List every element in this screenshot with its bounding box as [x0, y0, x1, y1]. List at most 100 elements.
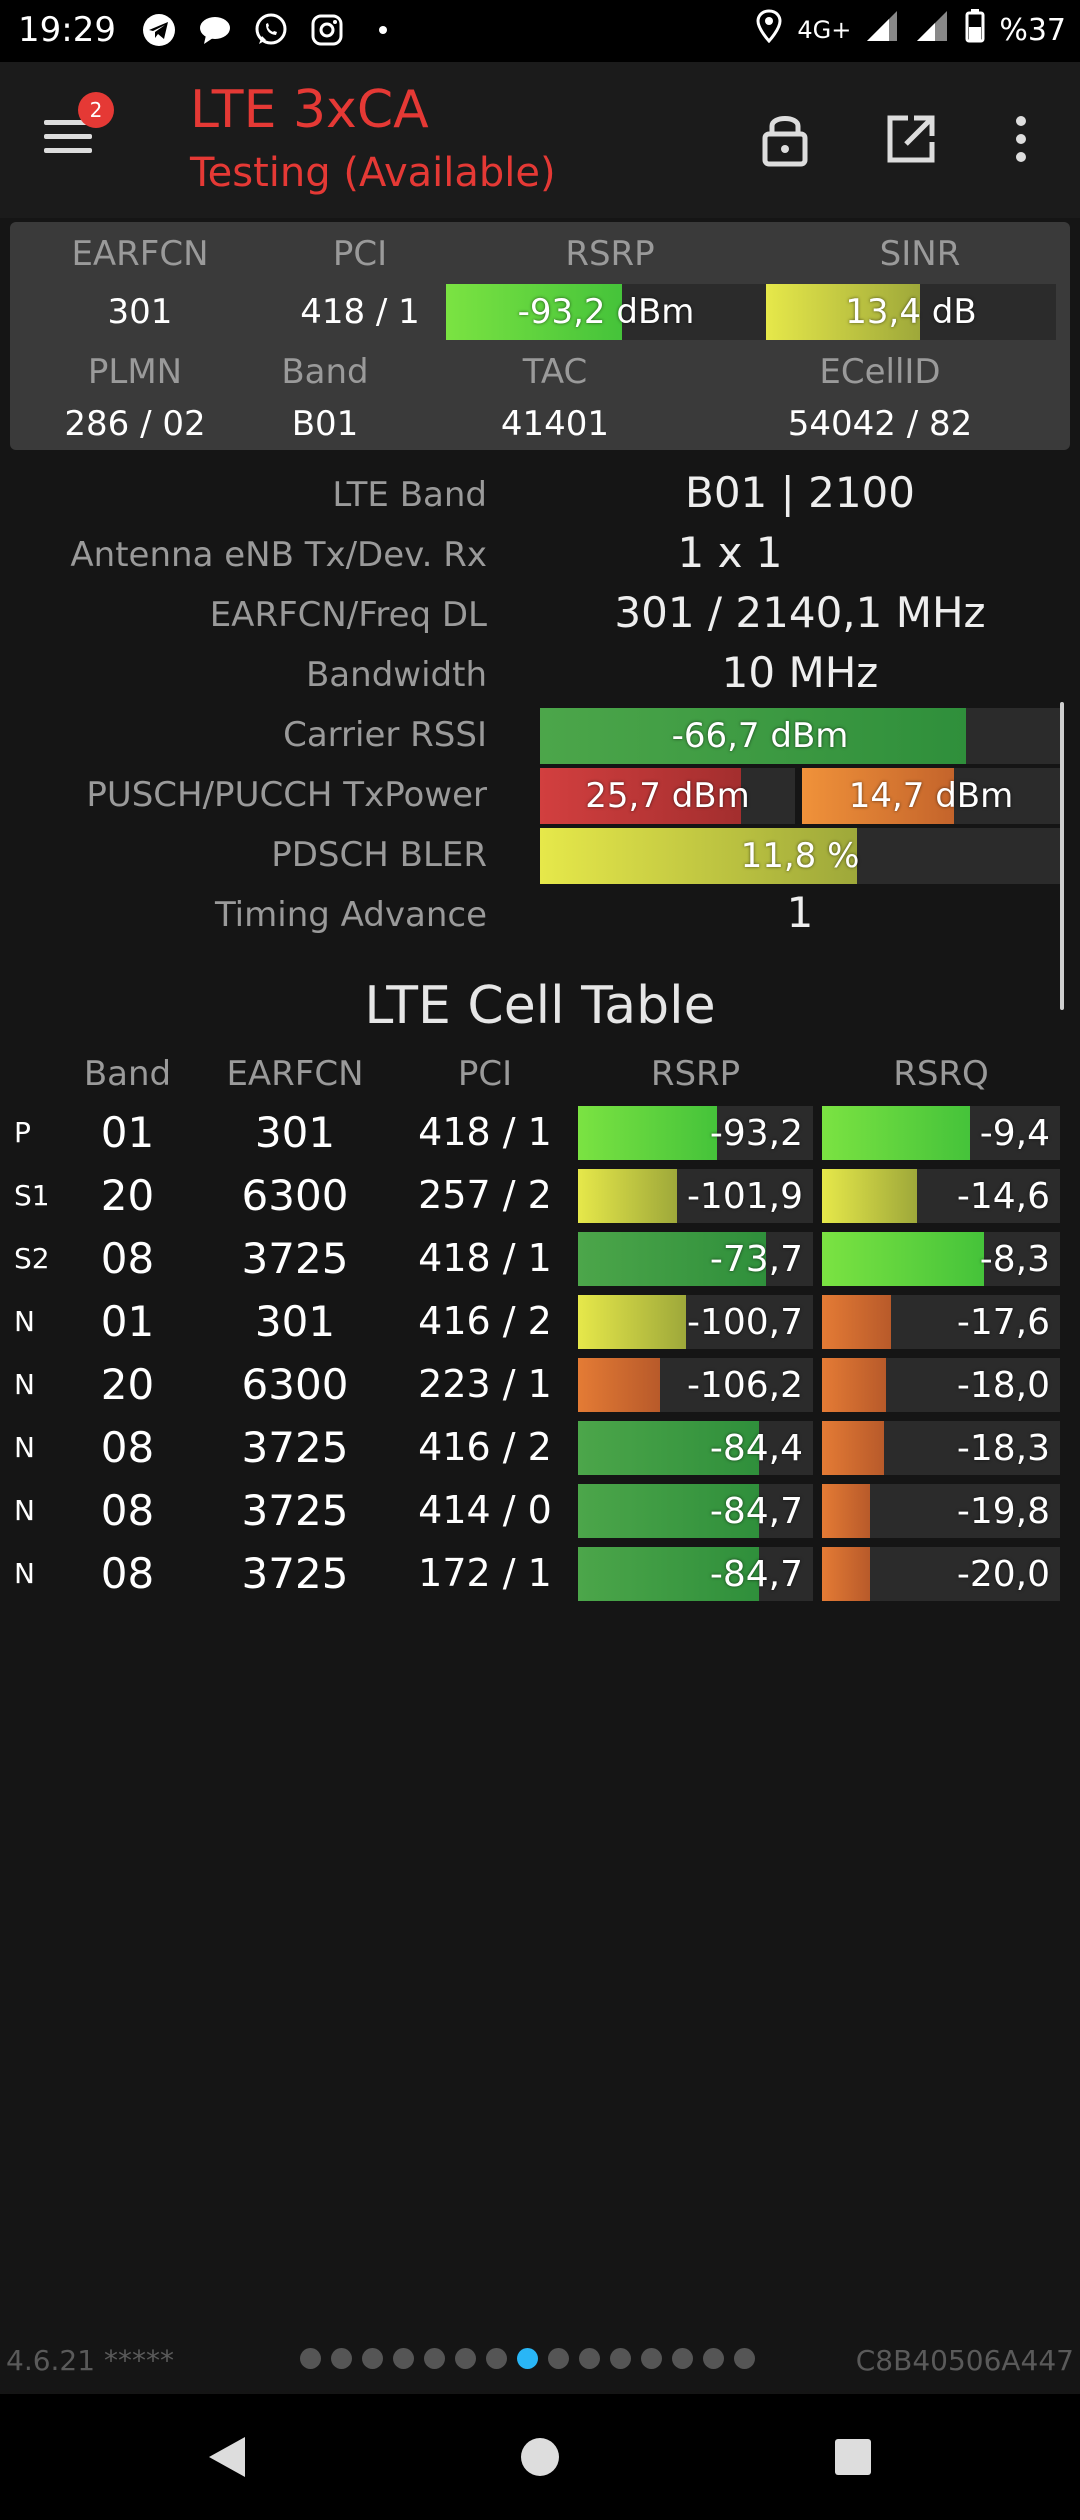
status-time: 19:29	[18, 10, 116, 50]
cell-band: 01	[100, 1107, 155, 1157]
version-label: 4.6.21 *****	[6, 2344, 174, 2377]
page-dot[interactable]	[424, 2348, 445, 2369]
menu-button[interactable]	[40, 112, 96, 168]
cell-rsrp-meter: -93,2	[578, 1106, 813, 1160]
table-row: N 08 3725 172 / 1 -84,7 -20,0	[0, 1543, 1080, 1603]
carrier-rssi-label: Carrier RSSI	[283, 715, 487, 755]
cell-rsrp-meter: -84,7	[578, 1484, 813, 1538]
lte-band-label: LTE Band	[332, 475, 487, 515]
cell-band: 08	[100, 1422, 155, 1472]
recents-icon	[835, 2439, 871, 2475]
lock-icon	[762, 116, 808, 167]
page-dot[interactable]	[672, 2348, 693, 2369]
pusch-meter: 25,7 dBm	[540, 768, 795, 824]
tac-label: TAC	[522, 352, 588, 392]
cell-earfcn: 301	[254, 1107, 336, 1157]
cell-rsrq-fill	[822, 1232, 984, 1286]
cell-rsrp-meter: -100,7	[578, 1295, 813, 1349]
navigation-bar	[0, 2394, 1080, 2520]
page-dot[interactable]	[610, 2348, 631, 2369]
pusch-value: 25,7 dBm	[585, 776, 750, 816]
cell-rsrp-value: -84,7	[709, 1490, 803, 1532]
recents-button[interactable]	[820, 2424, 886, 2490]
cell-rsrq-meter: -19,8	[822, 1484, 1060, 1538]
system-status: 4G+ %37	[755, 8, 1066, 52]
scroll-indicator[interactable]	[1060, 702, 1064, 1010]
earfcn-freq-label: EARFCN/Freq DL	[209, 595, 487, 635]
page-dot-active[interactable]	[517, 2348, 538, 2369]
cell-pci: 223 / 1	[418, 1362, 552, 1406]
sinr-value: 13,4 dB	[845, 292, 977, 332]
ecellid-label: ECellID	[819, 352, 941, 392]
page-dot[interactable]	[734, 2348, 755, 2369]
cell-band: 08	[100, 1233, 155, 1283]
open-external-button[interactable]	[876, 104, 946, 174]
bler-fill	[540, 828, 858, 884]
back-button[interactable]	[194, 2424, 260, 2490]
whatsapp-icon	[252, 11, 290, 49]
cell-type: S2	[14, 1241, 50, 1275]
cell-pci: 172 / 1	[418, 1551, 552, 1595]
cell-rsrq-meter: -9,4	[822, 1106, 1060, 1160]
page-dot[interactable]	[455, 2348, 476, 2369]
table-row: N 08 3725 414 / 0 -84,7 -19,8	[0, 1480, 1080, 1540]
cell-type: P	[14, 1115, 31, 1149]
page-dot[interactable]	[393, 2348, 414, 2369]
cell-band: 08	[100, 1485, 155, 1535]
app-title: LTE 3xCA	[190, 80, 429, 140]
rsrp-value: -93,2 dBm	[517, 292, 695, 332]
cell-rsrq-value: -20,0	[956, 1553, 1050, 1595]
page-indicator[interactable]	[300, 2348, 755, 2369]
bler-meter: 11,8 %	[540, 828, 1060, 884]
app-bar: 2 LTE 3xCA Testing (Available)	[0, 62, 1080, 218]
page-dot[interactable]	[300, 2348, 321, 2369]
antenna-value: 1 x 1	[677, 528, 783, 577]
cell-rsrq-meter: -20,0	[822, 1547, 1060, 1601]
table-row: S2 08 3725 418 / 1 -73,7 -8,3	[0, 1228, 1080, 1288]
cell-rsrq-value: -9,4	[979, 1112, 1050, 1154]
plmn-value: 286 / 02	[64, 404, 206, 444]
cell-rsrq-meter: -8,3	[822, 1232, 1060, 1286]
cell-rsrq-value: -14,6	[956, 1175, 1050, 1217]
cell-rsrp-fill	[578, 1295, 687, 1349]
rsrp-meter: -93,2 dBm	[446, 284, 766, 340]
location-icon	[755, 9, 783, 51]
notification-icons	[140, 10, 402, 50]
instagram-icon	[308, 11, 346, 49]
col-pci: PCI	[457, 1054, 513, 1094]
lock-button[interactable]	[750, 104, 820, 174]
cell-rsrq-fill	[822, 1295, 892, 1349]
cell-rsrq-fill	[822, 1484, 870, 1538]
page-dot[interactable]	[548, 2348, 569, 2369]
cell-rsrp-fill	[578, 1547, 759, 1601]
page-dot[interactable]	[362, 2348, 383, 2369]
cell-rsrp-value: -73,7	[709, 1238, 803, 1280]
more-options-button[interactable]	[986, 104, 1056, 174]
more-vert-icon	[1016, 116, 1026, 162]
table-row: N 08 3725 416 / 2 -84,4 -18,3	[0, 1417, 1080, 1477]
cell-rsrp-fill	[578, 1232, 766, 1286]
col-rsrq: RSRQ	[893, 1054, 989, 1094]
page-dot[interactable]	[641, 2348, 662, 2369]
table-row: P 01 301 418 / 1 -93,2 -9,4	[0, 1102, 1080, 1162]
cell-table-title: LTE Cell Table	[364, 976, 716, 1036]
cell-rsrp-fill	[578, 1106, 717, 1160]
cell-pci: 418 / 1	[418, 1110, 552, 1154]
cell-pci: 418 / 1	[418, 1236, 552, 1280]
cell-rsrq-value: -18,3	[956, 1427, 1050, 1469]
cell-band: 20	[100, 1170, 155, 1220]
cell-rsrq-value: -19,8	[956, 1490, 1050, 1532]
home-button[interactable]	[507, 2424, 573, 2490]
page-dot[interactable]	[703, 2348, 724, 2369]
page-dot[interactable]	[486, 2348, 507, 2369]
cell-rsrp-fill	[578, 1169, 677, 1223]
cell-earfcn: 3725	[241, 1548, 349, 1598]
page-dot[interactable]	[579, 2348, 600, 2369]
cell-rsrp-value: -93,2	[709, 1112, 803, 1154]
tac-value: 41401	[500, 404, 610, 444]
cell-band: 01	[100, 1296, 155, 1346]
bler-value: 11,8 %	[740, 836, 860, 876]
notification-badge: 2	[78, 92, 114, 128]
cell-rsrq-value: -17,6	[956, 1301, 1050, 1343]
page-dot[interactable]	[331, 2348, 352, 2369]
